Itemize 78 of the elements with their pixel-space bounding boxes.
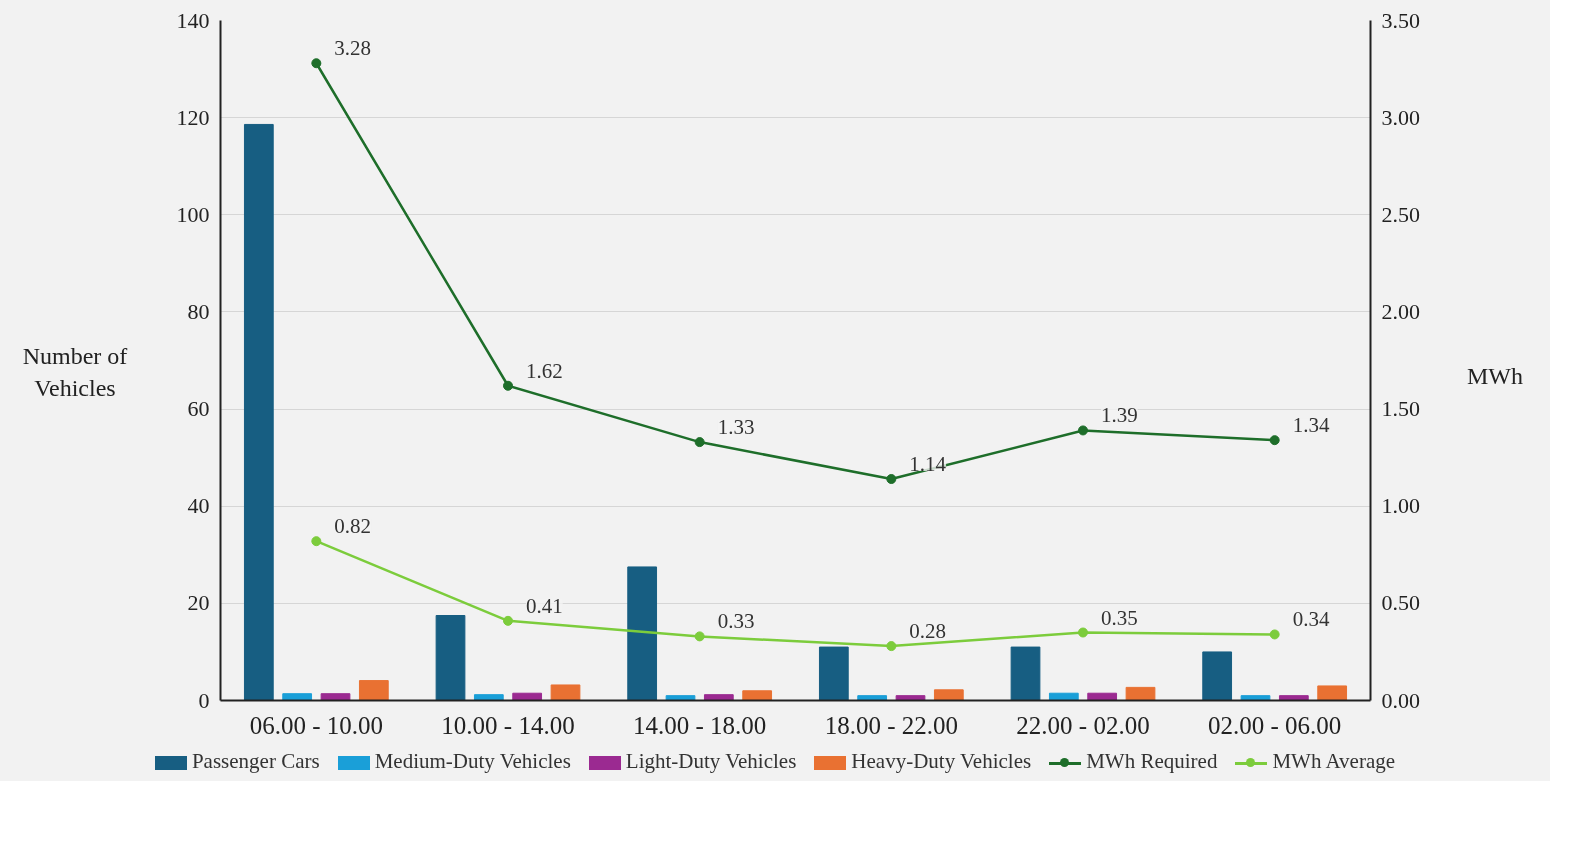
bar <box>1048 692 1079 701</box>
bar <box>1202 651 1233 701</box>
point <box>311 536 322 547</box>
x-tick-label: 14.00 - 18.00 <box>633 711 767 739</box>
bar <box>1317 685 1348 701</box>
point <box>1078 627 1088 638</box>
x-tick-label: 10.00 - 14.00 <box>441 711 575 739</box>
y2-tick-label: 2.00 <box>1381 298 1420 324</box>
bar <box>1010 646 1041 701</box>
x-tick-label: 02.00 - 06.00 <box>1208 711 1342 739</box>
bar <box>550 684 581 701</box>
data-label: 1.62 <box>526 358 563 383</box>
point <box>886 474 897 485</box>
point <box>1269 629 1280 640</box>
data-label: 3.28 <box>334 36 372 61</box>
y2-axis-title: MWh <box>1467 362 1523 391</box>
y-axis-title: Number of Vehicles <box>21 342 129 404</box>
data-label: 1.33 <box>717 415 755 440</box>
bar <box>933 689 964 701</box>
point <box>694 631 705 642</box>
bar <box>512 692 543 701</box>
point <box>1269 435 1280 446</box>
bar <box>282 693 313 701</box>
bar <box>857 695 888 701</box>
bar <box>742 690 773 701</box>
y2-tick-label: 2.50 <box>1381 201 1420 227</box>
bar <box>895 695 926 701</box>
y-tick-label: 100 <box>176 201 210 227</box>
bar <box>1278 695 1309 701</box>
x-tick-label: 22.00 - 02.00 <box>1016 711 1150 739</box>
bar <box>1087 692 1118 701</box>
y-tick-label: 120 <box>176 104 210 130</box>
x-tick-label: 18.00 - 22.00 <box>824 711 958 739</box>
y-tick-label: 20 <box>187 590 210 616</box>
data-label: 0.28 <box>909 619 947 644</box>
legend-label: Heavy-Duty Vehicles <box>850 749 1032 773</box>
data-label: 1.34 <box>1292 413 1330 438</box>
data-label: 0.35 <box>1101 605 1138 630</box>
legend-label: MWh Required <box>1085 749 1218 773</box>
bar <box>703 694 734 701</box>
y-tick-label: 0 <box>198 687 210 713</box>
data-label: 0.34 <box>1292 607 1330 632</box>
bar <box>627 566 658 701</box>
bar <box>435 615 466 701</box>
legend-label: MWh Average <box>1271 749 1396 773</box>
data-label: 0.33 <box>717 609 755 634</box>
data-label: 0.82 <box>334 514 372 539</box>
legend-label: Light-Duty Vehicles <box>624 749 797 773</box>
bar <box>320 693 351 701</box>
point <box>503 615 513 626</box>
y2-tick-label: 0.50 <box>1381 590 1420 616</box>
data-label: 1.39 <box>1101 403 1138 428</box>
data-label: 0.41 <box>526 593 563 618</box>
bar <box>818 646 849 701</box>
y-tick-label: 60 <box>187 396 210 422</box>
y2-tick-label: 0.00 <box>1381 687 1420 713</box>
legend-label: Passenger Cars <box>190 749 320 773</box>
y2-tick-label: 1.50 <box>1381 396 1420 422</box>
bar <box>243 123 274 701</box>
y2-tick-label: 3.50 <box>1381 7 1420 33</box>
data-label: 1.14 <box>909 452 947 477</box>
y-tick-label: 40 <box>187 493 210 519</box>
point <box>694 437 705 448</box>
bar <box>1125 686 1156 701</box>
x-tick-label: 06.00 - 10.00 <box>249 711 383 739</box>
bar <box>358 680 389 701</box>
bar <box>1240 695 1271 701</box>
y-tick-label: 80 <box>187 298 210 324</box>
point <box>503 380 513 391</box>
point <box>311 58 322 69</box>
bar <box>665 695 696 701</box>
bar <box>473 694 504 701</box>
legend-label: Medium-Duty Vehicles <box>373 749 571 773</box>
point <box>886 641 897 652</box>
y2-tick-label: 3.00 <box>1381 104 1420 130</box>
y-tick-label: 140 <box>176 7 210 33</box>
point <box>1078 425 1088 436</box>
y2-tick-label: 1.00 <box>1381 493 1420 519</box>
